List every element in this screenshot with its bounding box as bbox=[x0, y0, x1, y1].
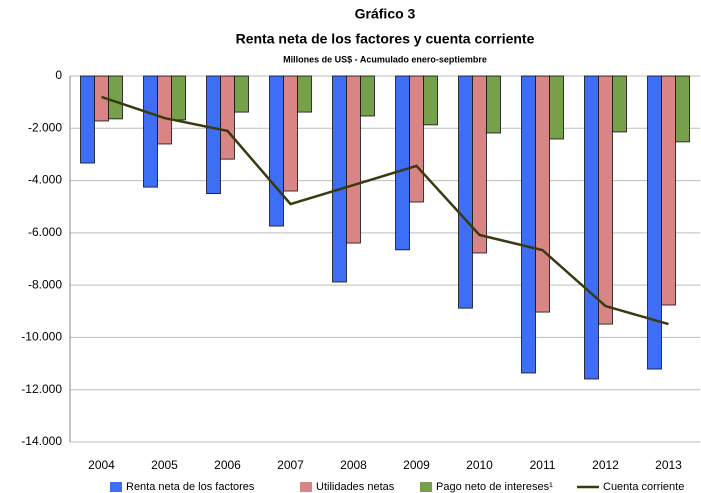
legend-label: Pago neto de intereses¹ bbox=[436, 481, 553, 493]
line-series bbox=[101, 95, 669, 326]
chart-subtitle: Renta neta de los factores y cuenta corr… bbox=[236, 31, 535, 47]
bar bbox=[206, 75, 221, 195]
bar bbox=[332, 75, 347, 283]
bar bbox=[395, 75, 410, 251]
bar bbox=[234, 75, 249, 113]
legend-swatch bbox=[110, 482, 122, 492]
bar bbox=[409, 75, 424, 203]
legend-label: Renta neta de los factores bbox=[126, 481, 255, 493]
y-tick-label: -12.000 bbox=[21, 382, 62, 396]
bar bbox=[220, 75, 235, 160]
bar bbox=[486, 75, 501, 134]
bar bbox=[269, 75, 284, 227]
y-tick-label: -4.000 bbox=[28, 173, 62, 187]
x-tick-label: 2007 bbox=[277, 458, 304, 472]
legend-swatch bbox=[420, 482, 432, 492]
bar bbox=[171, 75, 186, 121]
bar bbox=[346, 75, 361, 244]
bar bbox=[458, 75, 473, 309]
x-tick-label: 2013 bbox=[655, 458, 682, 472]
y-tick-label: 0 bbox=[55, 68, 62, 82]
y-tick-label: -8.000 bbox=[28, 277, 62, 291]
bar bbox=[108, 75, 123, 120]
y-tick-label: -10.000 bbox=[21, 330, 62, 344]
bar bbox=[80, 75, 95, 164]
x-tick-label: 2008 bbox=[340, 458, 367, 472]
bar bbox=[675, 75, 690, 143]
bar bbox=[661, 75, 676, 306]
bar bbox=[143, 75, 158, 188]
legend-swatch bbox=[300, 482, 312, 492]
bar bbox=[157, 75, 172, 145]
x-tick-label: 2009 bbox=[403, 458, 430, 472]
bar bbox=[647, 75, 662, 370]
y-tick-label: -14.000 bbox=[21, 434, 62, 448]
chart-note: Millones de US$ - Acumulado enero-septie… bbox=[283, 54, 487, 64]
bar bbox=[535, 75, 550, 313]
x-tick-label: 2011 bbox=[530, 458, 556, 472]
bar bbox=[549, 75, 564, 140]
bar bbox=[360, 75, 375, 117]
chart-title: Gráfico 3 bbox=[355, 6, 416, 22]
bar bbox=[584, 75, 599, 380]
x-tick-label: 2012 bbox=[592, 458, 619, 472]
x-tick-label: 2010 bbox=[466, 458, 493, 472]
bar bbox=[612, 75, 627, 133]
bar bbox=[297, 75, 312, 113]
y-tick-label: -2.000 bbox=[28, 120, 62, 134]
y-tick-label: -6.000 bbox=[28, 225, 62, 239]
x-tick-label: 2005 bbox=[151, 458, 178, 472]
legend-label: Utilidades netas bbox=[316, 481, 395, 493]
legend-label: Cuenta corriente bbox=[603, 481, 684, 493]
bar bbox=[472, 75, 487, 254]
x-tick-label: 2006 bbox=[214, 458, 241, 472]
bar bbox=[598, 75, 613, 325]
bar bbox=[423, 75, 438, 126]
bar bbox=[283, 75, 298, 192]
x-tick-label: 2004 bbox=[88, 458, 115, 472]
bar bbox=[521, 75, 536, 374]
